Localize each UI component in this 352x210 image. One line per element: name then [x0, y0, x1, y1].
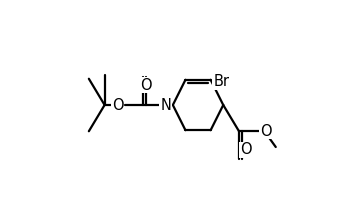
Text: O: O: [240, 143, 252, 158]
Text: N: N: [160, 97, 171, 113]
Text: Br: Br: [213, 74, 229, 89]
Text: O: O: [260, 124, 272, 139]
Text: O: O: [140, 78, 151, 93]
Text: O: O: [112, 97, 124, 113]
